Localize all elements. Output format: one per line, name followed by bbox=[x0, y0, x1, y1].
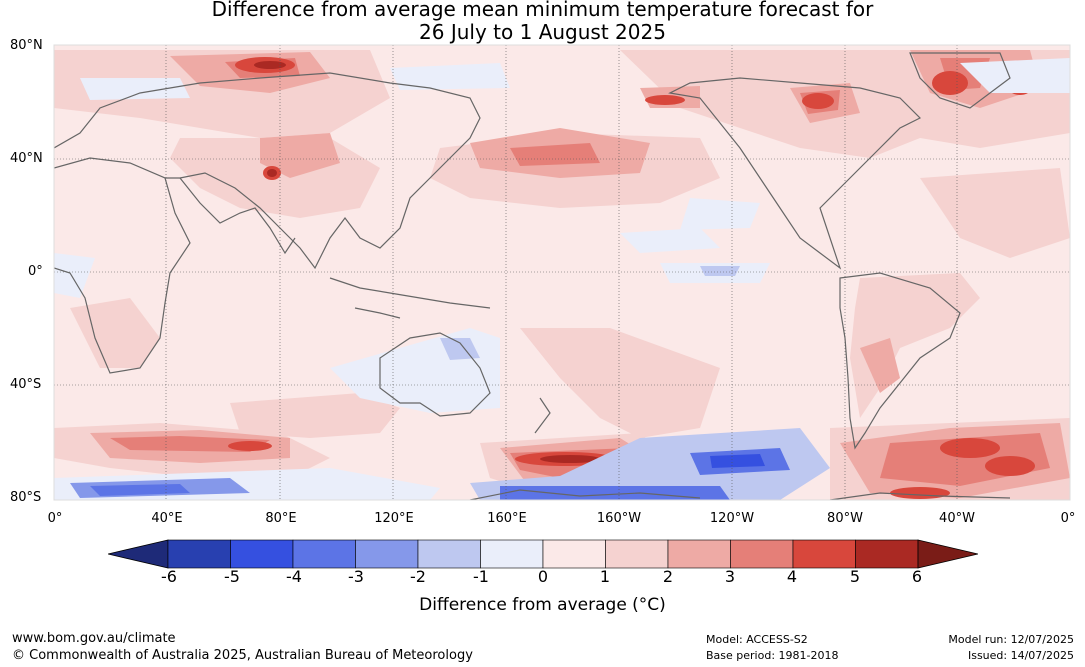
colorbar-segment bbox=[417, 539, 481, 569]
footer-url: www.bom.gov.au/climate bbox=[12, 631, 176, 646]
lon-label-120w: 120°W bbox=[709, 511, 755, 526]
lat-label-80s: 80°S bbox=[10, 490, 42, 505]
lon-label-80e: 80°E bbox=[265, 511, 297, 526]
colorbar-segment bbox=[667, 539, 731, 569]
footer-issued: Issued: 14/07/2025 bbox=[967, 649, 1074, 662]
colorbar-segment bbox=[792, 539, 856, 569]
colorbar-tick: -4 bbox=[286, 567, 302, 586]
colorbar-tick: -5 bbox=[224, 567, 240, 586]
colorbar-segment bbox=[230, 539, 294, 569]
colorbar-segment bbox=[730, 539, 794, 569]
colorbar-extend-high bbox=[917, 539, 978, 569]
anomaly-negative-regions bbox=[54, 58, 1070, 500]
temperature-anomaly-map bbox=[0, 38, 1085, 528]
colorbar-label: Difference from average (°C) bbox=[419, 595, 666, 615]
lat-label-40s: 40°S bbox=[10, 377, 42, 392]
colorbar-tick: -3 bbox=[348, 567, 364, 586]
colorbar-tick: -1 bbox=[473, 567, 489, 586]
footer-model-run: Model run: 12/07/2025 bbox=[948, 633, 1074, 646]
colorbar-tick: 1 bbox=[599, 567, 611, 586]
colorbar-tick: 3 bbox=[724, 567, 736, 586]
colorbar-extend-low bbox=[108, 539, 169, 569]
colorbar-tick: 2 bbox=[662, 567, 674, 586]
coastlines bbox=[54, 52, 1011, 500]
colorbar-tick: 5 bbox=[849, 567, 861, 586]
graticule bbox=[54, 45, 1070, 500]
colorbar-segment bbox=[542, 539, 606, 569]
colorbar-segment bbox=[167, 539, 231, 569]
lon-label-120e: 120°E bbox=[374, 511, 414, 526]
lon-label-80w: 80°W bbox=[827, 511, 863, 526]
map-title: Difference from average mean minimum tem… bbox=[0, 0, 1085, 44]
lon-label-40w: 40°W bbox=[939, 511, 975, 526]
footer-model: Model: ACCESS-S2 bbox=[706, 633, 808, 646]
colorbar-tick: 0 bbox=[537, 567, 549, 586]
colorbar-segment bbox=[292, 539, 356, 569]
colorbar-segment bbox=[855, 539, 919, 569]
colorbar-tick: 6 bbox=[911, 567, 923, 586]
anomaly-hot-spots bbox=[228, 57, 1035, 499]
colorbar bbox=[108, 539, 978, 569]
colorbar-tick: -2 bbox=[410, 567, 426, 586]
colorbar-tick: -6 bbox=[161, 567, 177, 586]
lon-label-160e: 160°E bbox=[487, 511, 527, 526]
lat-label-equator: 0° bbox=[28, 264, 43, 279]
map-canvas bbox=[53, 44, 1071, 501]
lon-label-160w: 160°W bbox=[596, 511, 642, 526]
lon-label-40e: 40°E bbox=[151, 511, 183, 526]
colorbar-segment bbox=[480, 539, 544, 569]
footer-copyright: © Commonwealth of Australia 2025, Austra… bbox=[12, 648, 473, 663]
colorbar-tick: 4 bbox=[786, 567, 798, 586]
lon-label-0: 0° bbox=[47, 511, 63, 526]
lat-label-40n: 40°N bbox=[10, 151, 43, 166]
colorbar-segment bbox=[355, 539, 419, 569]
footer-base-period: Base period: 1981-2018 bbox=[706, 649, 839, 662]
map-title-line-1: Difference from average mean minimum tem… bbox=[211, 0, 874, 21]
lon-label-0-right: 0° bbox=[1060, 511, 1076, 526]
map-title-line-2: 26 July to 1 August 2025 bbox=[419, 20, 666, 44]
lat-label-80n: 80°N bbox=[10, 38, 43, 53]
colorbar-segment bbox=[605, 539, 669, 569]
map-frame bbox=[53, 44, 1071, 501]
